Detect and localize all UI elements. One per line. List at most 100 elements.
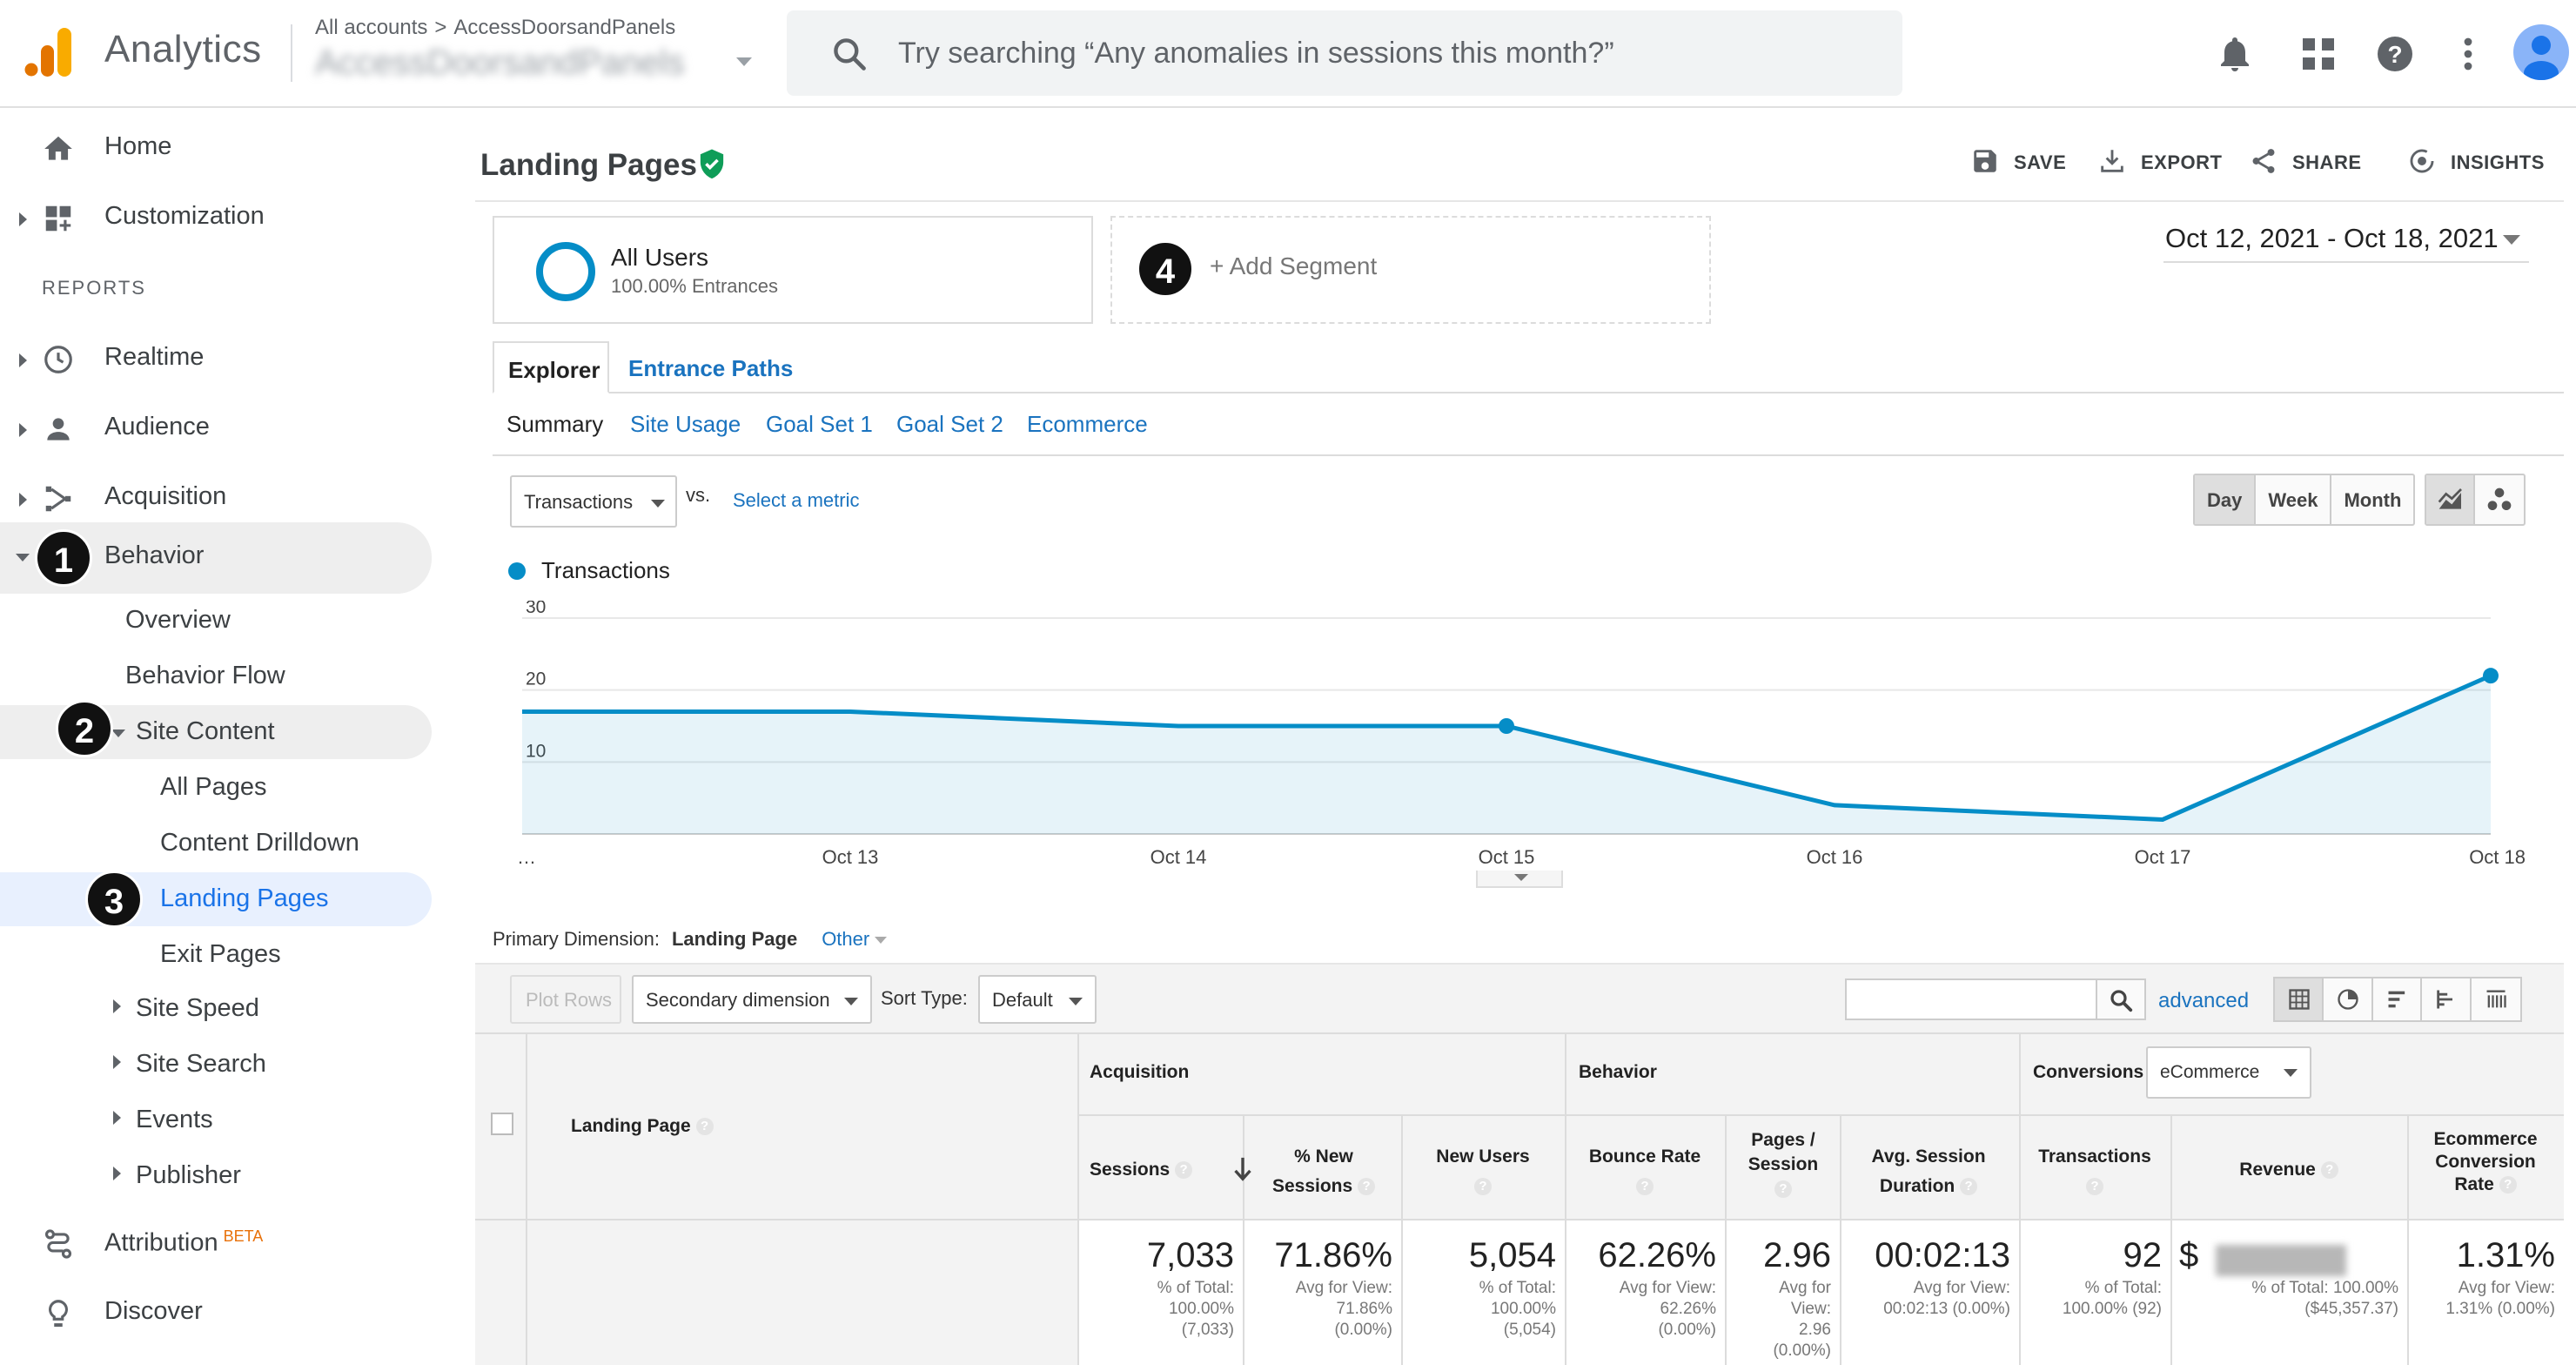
help-icon[interactable]: ? — [1175, 1161, 1193, 1180]
col-header-pages-per-session[interactable]: Pages / Session? — [1734, 1128, 1833, 1201]
period-month-button[interactable]: Month — [2344, 489, 2402, 511]
total-sub-line: View: — [1790, 1300, 1831, 1318]
comparison-view-button[interactable] — [2422, 978, 2472, 1020]
analytics-logo-icon[interactable] — [24, 26, 75, 78]
x-tick-label: Oct 15 — [1479, 846, 1535, 868]
table-border — [475, 1219, 2564, 1220]
col-header-bounce-rate[interactable]: Bounce Rate? — [1577, 1142, 1713, 1201]
sidebar-item-publisher[interactable]: Publisher — [0, 1147, 432, 1200]
col-header-revenue[interactable]: Revenue ? — [2183, 1160, 2395, 1180]
account-caret-icon[interactable] — [736, 57, 752, 66]
export-button[interactable]: EXPORT — [2101, 150, 2222, 174]
sidebar-item-all-pages[interactable]: All Pages — [160, 773, 267, 801]
metric-dropdown[interactable]: Transactions — [510, 475, 677, 528]
notifications-bell-icon[interactable] — [2214, 33, 2256, 75]
sort-descending-arrow-icon[interactable] — [1232, 1156, 1253, 1182]
help-icon[interactable]: ? — [2086, 1178, 2103, 1196]
help-icon[interactable]: ? — [1636, 1178, 1654, 1196]
col-header-avg-session-duration[interactable]: Avg. Session Duration ? — [1850, 1142, 2007, 1201]
sidebar-item-attribution[interactable]: Attribution BETA — [0, 1210, 432, 1278]
sidebar-item-behavior-flow[interactable]: Behavior Flow — [125, 662, 285, 689]
subtab-site-usage[interactable]: Site Usage — [630, 411, 741, 437]
apps-grid-icon[interactable] — [2298, 33, 2339, 75]
col-header-pct-new-sessions[interactable]: % New Sessions ? — [1258, 1142, 1389, 1201]
help-icon[interactable]: ? — [695, 1118, 714, 1136]
breadcrumb[interactable]: All accounts > AccessDoorsandPanels — [315, 16, 675, 40]
sidebar-item-overview[interactable]: Overview — [125, 606, 231, 634]
line-chart-button[interactable] — [2426, 475, 2476, 524]
sidebar-item-home[interactable]: Home — [0, 115, 432, 183]
help-icon[interactable]: ? — [1960, 1178, 1978, 1196]
col-header-landing-page[interactable]: Landing Page ? — [571, 1116, 714, 1137]
total-avg-session-duration: 00:02:13 — [1875, 1236, 2010, 1274]
sidebar-item-site-search[interactable]: Site Search — [0, 1036, 432, 1088]
subtab-goal-set-2[interactable]: Goal Set 2 — [896, 411, 1003, 437]
account-selector[interactable]: AccessDoorsandPanels — [315, 44, 685, 82]
date-range-picker[interactable]: Oct 12, 2021 - Oct 18, 2021 — [2163, 221, 2529, 263]
secondary-dimension-dropdown[interactable]: Secondary dimension — [632, 975, 872, 1024]
pivot-view-button[interactable] — [2472, 978, 2520, 1020]
tab-entrance-paths[interactable]: Entrance Paths — [628, 355, 794, 381]
table-controls: Plot Rows Secondary dimension Sort Type:… — [475, 963, 2564, 1032]
plot-rows-button[interactable]: Plot Rows — [510, 975, 621, 1024]
sidebar-item-realtime[interactable]: Realtime — [0, 326, 432, 393]
user-avatar[interactable] — [2513, 24, 2569, 80]
help-icon[interactable]: ? — [2499, 1176, 2517, 1194]
sidebar-item-audience[interactable]: Audience — [0, 395, 432, 463]
insights-button[interactable]: INSIGHTS — [2410, 149, 2545, 174]
sidebar-item-events[interactable]: Events — [0, 1092, 432, 1144]
select-metric-link[interactable]: Select a metric — [733, 489, 860, 511]
sidebar-item-landing-pages[interactable]: Landing Pages — [0, 872, 432, 926]
total-sub-line: % of Total: — [1479, 1279, 1556, 1297]
period-day-button[interactable]: Day — [2195, 475, 2257, 524]
advanced-filter-link[interactable]: advanced — [2158, 989, 2250, 1012]
total-ecommerce-conversion-rate-sub: Avg for View: 1.31% (0.00%) — [2414, 1278, 2555, 1320]
subtab-ecommerce[interactable]: Ecommerce — [1027, 411, 1148, 437]
primary-dimension-value[interactable]: Landing Page — [671, 928, 798, 950]
add-segment-button[interactable]: + Add Segment — [1110, 216, 1711, 324]
share-button[interactable]: SHARE — [2252, 149, 2362, 174]
motion-chart-button[interactable] — [2475, 475, 2524, 524]
tab-explorer[interactable]: Explorer — [493, 341, 609, 393]
select-all-checkbox[interactable] — [491, 1113, 513, 1135]
segment-all-users[interactable]: All Users 100.00% Entrances — [493, 216, 1093, 324]
conversion-type-dropdown[interactable]: eCommerce — [2146, 1046, 2311, 1099]
sidebar-item-acquisition[interactable]: Acquisition — [0, 465, 432, 533]
percentage-view-button[interactable] — [2324, 978, 2373, 1020]
table-border — [1565, 1220, 1566, 1365]
help-icon[interactable]: ? — [1358, 1178, 1376, 1196]
subtab-goal-set-1[interactable]: Goal Set 1 — [766, 411, 873, 437]
sidebar-item-discover[interactable]: Discover — [0, 1280, 432, 1348]
help-icon[interactable]: ? — [2320, 1161, 2338, 1180]
user-avatar-icon — [2524, 36, 2559, 80]
sidebar-item-customization[interactable]: Customization — [0, 185, 432, 252]
search-box[interactable] — [787, 10, 1902, 96]
total-sub-line: 100.00% — [1168, 1300, 1234, 1318]
sidebar-item-content-drilldown[interactable]: Content Drilldown — [160, 829, 359, 857]
col-header-transactions[interactable]: Transactions? — [2029, 1142, 2160, 1201]
help-icon[interactable]: ? — [1474, 1178, 1492, 1196]
search-input[interactable] — [898, 10, 1873, 96]
help-icon[interactable]: ? — [2374, 33, 2416, 75]
table-search-button[interactable] — [2096, 978, 2146, 1020]
help-icon[interactable]: ? — [1774, 1180, 1792, 1199]
sort-type-dropdown[interactable]: Default — [978, 975, 1097, 1024]
chart-collapse-toggle[interactable] — [1476, 871, 1563, 888]
col-header-new-users[interactable]: New Users? — [1415, 1142, 1551, 1201]
home-icon — [44, 136, 72, 160]
data-view-button[interactable] — [2275, 978, 2324, 1020]
save-button[interactable]: SAVE — [1974, 150, 2066, 174]
more-vert-icon[interactable] — [2447, 33, 2489, 75]
sidebar-item-site-speed[interactable]: Site Speed — [0, 980, 432, 1032]
breadcrumb-account[interactable]: AccessDoorsandPanels — [453, 16, 676, 39]
col-header-ecommerce-conversion-rate[interactable]: Ecommerce Conversion Rate ? — [2416, 1128, 2555, 1196]
sidebar-item-exit-pages[interactable]: Exit Pages — [160, 940, 281, 968]
col-header-sessions[interactable]: Sessions ? — [1090, 1157, 1251, 1181]
subtab-summary[interactable]: Summary — [506, 411, 604, 437]
table-search-input[interactable] — [1845, 978, 2097, 1020]
breadcrumb-all-accounts[interactable]: All accounts — [315, 16, 428, 39]
period-week-button[interactable]: Week — [2256, 475, 2332, 524]
other-dimension-link[interactable]: Other — [822, 928, 870, 950]
performance-view-button[interactable] — [2373, 978, 2423, 1020]
app-title[interactable]: Analytics — [104, 28, 262, 71]
